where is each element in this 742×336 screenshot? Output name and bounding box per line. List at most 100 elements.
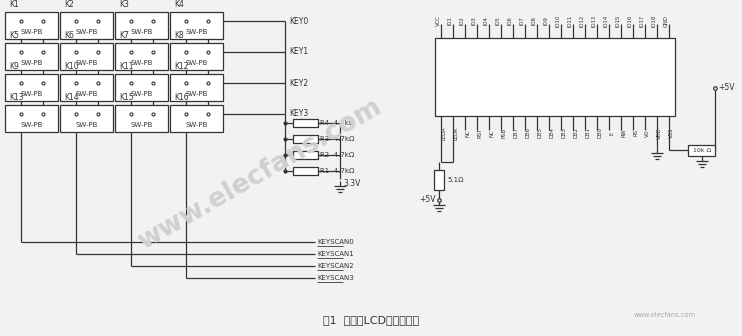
Bar <box>434 170 444 190</box>
Text: SW-PB: SW-PB <box>186 91 208 97</box>
Text: IO10: IO10 <box>556 15 561 27</box>
Bar <box>170 12 223 39</box>
Text: IO1: IO1 <box>448 16 453 26</box>
Text: IO17: IO17 <box>640 15 645 27</box>
Text: KEYSCAN1: KEYSCAN1 <box>317 251 354 257</box>
Text: www.elecfans.com: www.elecfans.com <box>134 94 387 256</box>
Text: R2  4.7kΩ: R2 4.7kΩ <box>320 152 354 158</box>
Text: DB5: DB5 <box>537 127 542 138</box>
Bar <box>5 43 58 70</box>
Text: R4  4.7kΩ: R4 4.7kΩ <box>320 120 354 126</box>
Text: IO16: IO16 <box>628 15 633 27</box>
Text: K6: K6 <box>64 31 74 40</box>
Text: K3: K3 <box>119 0 129 9</box>
Text: SW-PB: SW-PB <box>131 60 153 66</box>
Text: IO5: IO5 <box>496 16 501 26</box>
Text: SW-PB: SW-PB <box>131 122 153 128</box>
Text: K15: K15 <box>119 93 134 102</box>
Bar <box>115 74 168 101</box>
Bar <box>115 12 168 39</box>
Bar <box>5 105 58 132</box>
Text: KEY3: KEY3 <box>289 110 308 119</box>
Text: IO15: IO15 <box>616 15 621 27</box>
Text: K10: K10 <box>64 62 79 71</box>
Bar <box>115 105 168 132</box>
Bar <box>293 119 318 127</box>
Text: SW-PB: SW-PB <box>75 29 98 35</box>
Bar <box>60 12 113 39</box>
Text: DB1: DB1 <box>585 127 590 138</box>
Text: SW-PB: SW-PB <box>20 29 43 35</box>
Text: K2: K2 <box>64 0 73 9</box>
Text: IO18: IO18 <box>652 15 657 27</box>
Text: DB7: DB7 <box>513 127 518 138</box>
Text: SW-PB: SW-PB <box>131 91 153 97</box>
Text: NC: NC <box>465 129 470 137</box>
Text: LEDK: LEDK <box>453 126 458 140</box>
Text: SW-PB: SW-PB <box>75 60 98 66</box>
Text: K9: K9 <box>9 62 19 71</box>
Text: VO: VO <box>645 129 650 137</box>
Text: RS: RS <box>633 129 638 136</box>
Text: +5V: +5V <box>718 84 735 92</box>
Text: 3.3V: 3.3V <box>343 179 361 188</box>
Text: NC: NC <box>489 129 494 137</box>
Text: K14: K14 <box>64 93 79 102</box>
Bar <box>293 135 318 143</box>
Text: IO13: IO13 <box>592 15 597 27</box>
Text: DB4: DB4 <box>549 127 554 138</box>
Text: DB6: DB6 <box>525 127 530 138</box>
Bar <box>170 105 223 132</box>
Bar <box>688 145 715 156</box>
Text: RW: RW <box>621 129 626 137</box>
Text: SW-PB: SW-PB <box>20 91 43 97</box>
Text: PSB: PSB <box>501 128 506 138</box>
Text: K7: K7 <box>119 31 129 40</box>
Text: SW-PB: SW-PB <box>131 29 153 35</box>
Text: IO11: IO11 <box>568 15 573 27</box>
Bar <box>60 43 113 70</box>
Text: VSS: VSS <box>669 128 674 138</box>
Text: KEY1: KEY1 <box>289 47 308 56</box>
Text: R3  4.7kΩ: R3 4.7kΩ <box>320 136 355 142</box>
Bar <box>5 12 58 39</box>
Text: VDD: VDD <box>657 127 662 139</box>
Bar <box>5 74 58 101</box>
Text: K1: K1 <box>9 0 19 9</box>
Text: GND: GND <box>664 15 669 27</box>
Text: www.elecfans.com: www.elecfans.com <box>634 312 696 318</box>
Text: IO14: IO14 <box>604 15 609 27</box>
Text: DB3: DB3 <box>561 128 566 138</box>
Text: LEDA: LEDA <box>441 126 446 140</box>
Text: DB0: DB0 <box>597 127 602 138</box>
Text: KEYSCAN2: KEYSCAN2 <box>317 263 354 269</box>
Text: IO3: IO3 <box>472 16 477 26</box>
Text: K8: K8 <box>174 31 184 40</box>
Text: SW-PB: SW-PB <box>186 29 208 35</box>
Text: SW-PB: SW-PB <box>75 122 98 128</box>
Text: R1  4.7kΩ: R1 4.7kΩ <box>320 168 355 174</box>
Text: IO12: IO12 <box>580 15 585 27</box>
Bar <box>60 105 113 132</box>
Text: IO7: IO7 <box>520 16 525 26</box>
Text: VCC: VCC <box>436 15 441 27</box>
Text: K11: K11 <box>119 62 134 71</box>
Bar <box>293 151 318 159</box>
Text: K16: K16 <box>174 93 188 102</box>
Text: K13: K13 <box>9 93 24 102</box>
Text: SW-PB: SW-PB <box>75 91 98 97</box>
Text: SW-PB: SW-PB <box>20 122 43 128</box>
Text: KEY0: KEY0 <box>289 16 308 26</box>
Text: K12: K12 <box>174 62 188 71</box>
Bar <box>170 74 223 101</box>
Text: KEY2: KEY2 <box>289 79 308 87</box>
Text: SW-PB: SW-PB <box>20 60 43 66</box>
Text: IO4: IO4 <box>484 16 489 26</box>
Text: 5.1Ω: 5.1Ω <box>447 177 464 183</box>
Text: IO2: IO2 <box>460 16 465 26</box>
Bar <box>60 74 113 101</box>
Text: RST: RST <box>477 128 482 138</box>
Text: SW-PB: SW-PB <box>186 60 208 66</box>
Text: +5V: +5V <box>419 196 436 205</box>
Text: K5: K5 <box>9 31 19 40</box>
